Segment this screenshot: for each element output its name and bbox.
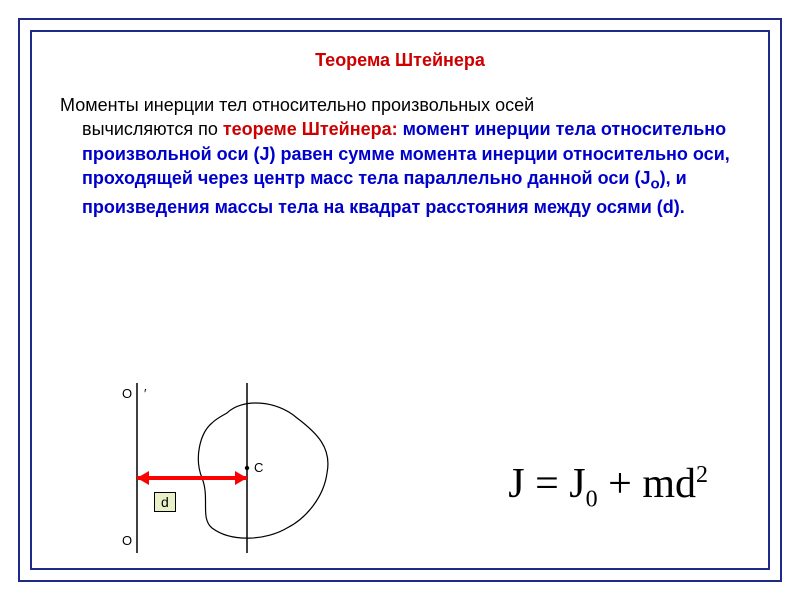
label-tick: ′ <box>144 386 146 401</box>
formula-J0: J <box>569 461 585 507</box>
diagram: O ′ O C d <box>82 378 352 558</box>
lead-text-2: вычисляются по <box>82 119 223 139</box>
outer-frame: Теорема Штейнера Моменты инерции тел отн… <box>18 18 782 582</box>
formula-sup2: 2 <box>696 462 708 488</box>
sub-o: o <box>650 175 659 192</box>
label-o-bottom: O <box>122 533 132 548</box>
formula-sub0: 0 <box>586 486 598 512</box>
center-of-mass-dot <box>245 466 249 470</box>
highlight-text: теореме Штейнера: <box>223 119 403 139</box>
arrow-head-right <box>235 471 247 485</box>
distance-label-box: d <box>154 492 176 512</box>
label-c: C <box>254 460 263 475</box>
diagram-svg <box>82 378 352 558</box>
label-o-top: O <box>122 386 132 401</box>
theorem-paragraph: Моменты инерции тел относительно произво… <box>60 93 740 219</box>
title-text: Теорема Штейнера <box>315 50 485 70</box>
inner-frame: Теорема Штейнера Моменты инерции тел отн… <box>30 30 770 570</box>
slide-title: Теорема Штейнера <box>60 50 740 71</box>
formula-eq: = <box>525 461 570 507</box>
lead-text-1: Моменты инерции тел относительно произво… <box>60 95 534 115</box>
formula-plus-md: + md <box>598 461 696 507</box>
formula-J: J <box>508 461 524 507</box>
steiner-formula: J = J0 + md2 <box>508 460 708 513</box>
arrow-head-left <box>137 471 149 485</box>
